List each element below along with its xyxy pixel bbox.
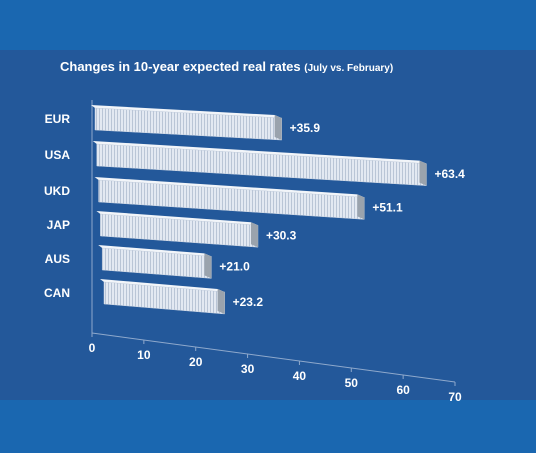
bar-top — [92, 141, 427, 164]
x-tick-label: 60 — [396, 383, 410, 397]
bar-end — [204, 253, 212, 279]
chart-title: Changes in 10-year expected real rates (… — [60, 59, 393, 74]
subtitle: (July vs. February) — [304, 63, 393, 74]
value-label: +35.9 — [290, 121, 321, 135]
plot-background — [0, 50, 536, 400]
bar-end — [274, 115, 282, 141]
bar-end — [250, 222, 258, 248]
bar-end — [419, 160, 427, 186]
x-tick-label: 0 — [89, 341, 96, 355]
bar-top — [94, 177, 365, 198]
category-label: USA — [45, 148, 71, 162]
category-label: JAP — [47, 218, 70, 232]
category-label: EUR — [45, 112, 71, 126]
x-tick-label: 70 — [448, 390, 462, 404]
x-tick-label: 10 — [137, 348, 151, 362]
title: Changes in 10-year expected real rates — [60, 59, 301, 74]
x-tick-label: 30 — [241, 362, 255, 376]
bar-top — [100, 279, 225, 292]
category-label: CAN — [44, 286, 70, 300]
category-label: UKD — [44, 184, 70, 198]
x-tick-label: 50 — [345, 376, 359, 390]
bar-top — [96, 211, 258, 226]
bar-top — [98, 245, 212, 257]
value-label: +63.4 — [434, 167, 465, 181]
category-label: AUS — [45, 252, 70, 266]
x-axis — [91, 332, 456, 383]
value-label: +51.1 — [372, 201, 403, 215]
x-tick-label: 20 — [189, 355, 203, 369]
x-tick-label: 40 — [293, 369, 307, 383]
value-label: +21.0 — [219, 260, 250, 274]
bar-end — [217, 288, 225, 314]
bar-top — [91, 105, 282, 119]
bar-end — [357, 194, 365, 220]
value-label: +23.2 — [233, 295, 264, 309]
value-label: +30.3 — [266, 228, 297, 242]
